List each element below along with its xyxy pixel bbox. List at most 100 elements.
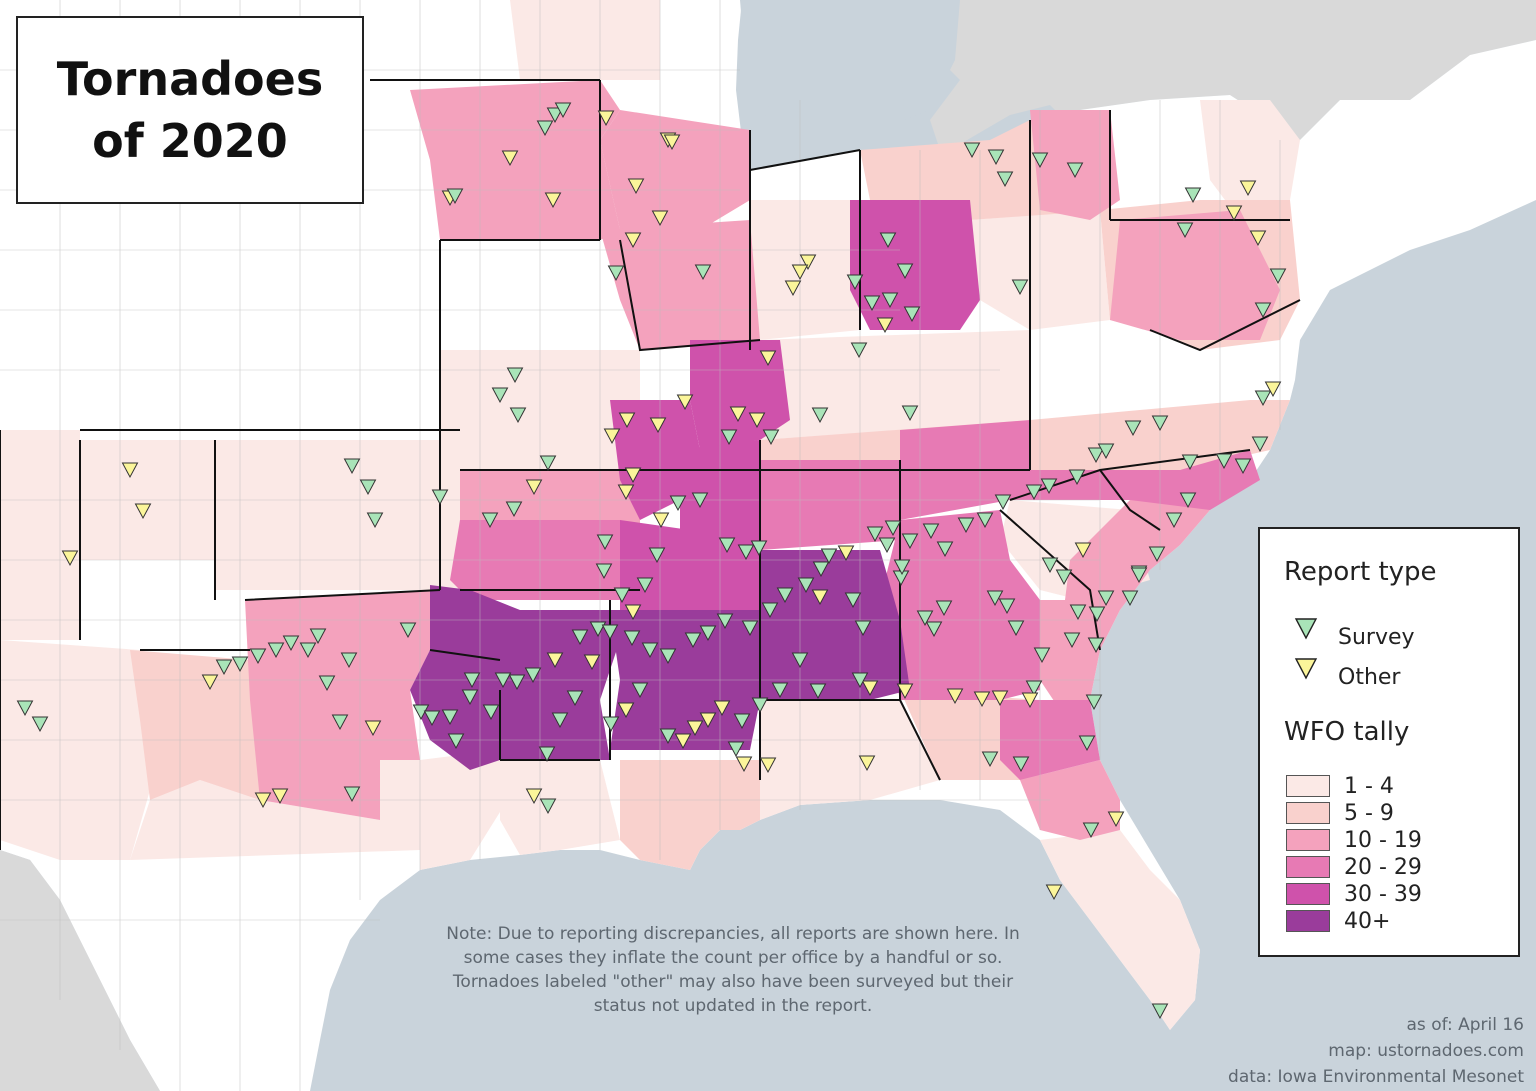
survey-marker [737, 544, 755, 561]
wfo-tally-region [620, 760, 760, 870]
tally-label-1-4: 1 - 4 [1344, 774, 1394, 799]
legend: Report type Survey Other WFO tally 1 - 4… [1258, 527, 1520, 957]
other-marker [501, 150, 519, 167]
survey-marker [589, 621, 607, 638]
legend-report-heading: Report type [1284, 557, 1437, 587]
survey-marker [539, 455, 557, 472]
other-marker [624, 467, 642, 484]
survey-marker [1254, 390, 1272, 407]
credit-data: data: Iowa Environmental Mesonet [1228, 1067, 1524, 1087]
survey-marker [1176, 222, 1194, 239]
survey-marker [282, 635, 300, 652]
survey-marker [659, 648, 677, 665]
wfo-tally-region [1060, 480, 1250, 650]
other-marker [799, 254, 817, 271]
other-marker-icon [1294, 658, 1318, 680]
other-marker [729, 406, 747, 423]
wfo-tally-region [500, 760, 620, 855]
survey-marker [733, 713, 751, 730]
map-title-line1: Tornadoes [56, 52, 324, 106]
survey-marker [463, 672, 481, 689]
survey-marker [595, 563, 613, 580]
survey-marker [998, 598, 1016, 615]
other-marker [121, 462, 139, 479]
survey-marker [776, 587, 794, 604]
survey-marker [957, 517, 975, 534]
survey-marker [809, 683, 827, 700]
survey-marker [1082, 822, 1100, 839]
other-marker [896, 683, 914, 700]
other-marker [1045, 884, 1063, 901]
tally-label-30-39: 30 - 39 [1344, 882, 1422, 907]
survey-marker [987, 149, 1005, 166]
wfo-tally-region [130, 760, 420, 860]
survey-marker [844, 592, 862, 609]
survey-marker [762, 429, 780, 446]
survey-marker [1078, 735, 1096, 752]
survey-marker [811, 407, 829, 424]
survey-marker [994, 494, 1012, 511]
survey-marker [299, 642, 317, 659]
survey-marker [846, 274, 864, 291]
wfo-tally-region [130, 650, 260, 800]
survey-marker [309, 628, 327, 645]
survey-marker [1181, 454, 1199, 471]
wfo-tally-region [1200, 100, 1300, 220]
survey-marker [554, 102, 572, 119]
wfo-tally-region [1020, 760, 1120, 840]
lake-michigan [736, 0, 782, 170]
survey-marker [1179, 492, 1197, 509]
survey-marker [546, 107, 564, 124]
survey-marker [1040, 478, 1058, 495]
survey-marker [1012, 756, 1030, 773]
other-marker [1239, 180, 1257, 197]
survey-marker [879, 232, 897, 249]
survey-marker [797, 577, 815, 594]
other-marker [699, 712, 717, 729]
survey-marker [461, 689, 479, 706]
survey-marker [771, 682, 789, 699]
wfo-tally-region [0, 640, 150, 860]
wfo-tally-region [420, 750, 520, 870]
tally-swatch-5-9 [1286, 802, 1330, 824]
survey-marker [1085, 694, 1103, 711]
survey-marker [399, 622, 417, 639]
survey-marker [491, 387, 509, 404]
survey-marker [16, 700, 34, 717]
legend-survey-label: Survey [1338, 625, 1415, 650]
survey-marker [431, 489, 449, 506]
survey-marker [935, 600, 953, 617]
survey-marker-icon [1294, 618, 1318, 640]
survey-marker [720, 429, 738, 446]
survey-marker [1041, 557, 1059, 574]
tally-label-40-plus: 40+ [1344, 909, 1391, 934]
other-marker [618, 412, 636, 429]
other-marker [617, 702, 635, 719]
survey-marker [623, 630, 641, 647]
other-marker [597, 110, 615, 127]
survey-marker [716, 613, 734, 630]
survey-marker [901, 405, 919, 422]
survey-marker [607, 265, 625, 282]
survey-marker [963, 142, 981, 159]
survey-marker [539, 798, 557, 815]
credit-as-of: as of: April 16 [1406, 1015, 1524, 1035]
wfo-tally-region [760, 460, 900, 550]
survey-marker [641, 642, 659, 659]
survey-marker [851, 672, 869, 689]
survey-marker [863, 295, 881, 312]
survey-marker [494, 672, 512, 689]
tally-label-20-29: 20 - 29 [1344, 855, 1422, 880]
wfo-tally-region [510, 0, 660, 80]
survey-marker [447, 733, 465, 750]
other-marker [748, 412, 766, 429]
wfo-tally-region [215, 440, 460, 590]
survey-marker [901, 533, 919, 550]
survey-marker [1087, 447, 1105, 464]
other-marker [624, 232, 642, 249]
other-marker [674, 733, 692, 750]
survey-marker [718, 537, 736, 554]
other-marker [61, 550, 79, 567]
other-marker [1021, 692, 1039, 709]
survey-marker [1151, 415, 1169, 432]
